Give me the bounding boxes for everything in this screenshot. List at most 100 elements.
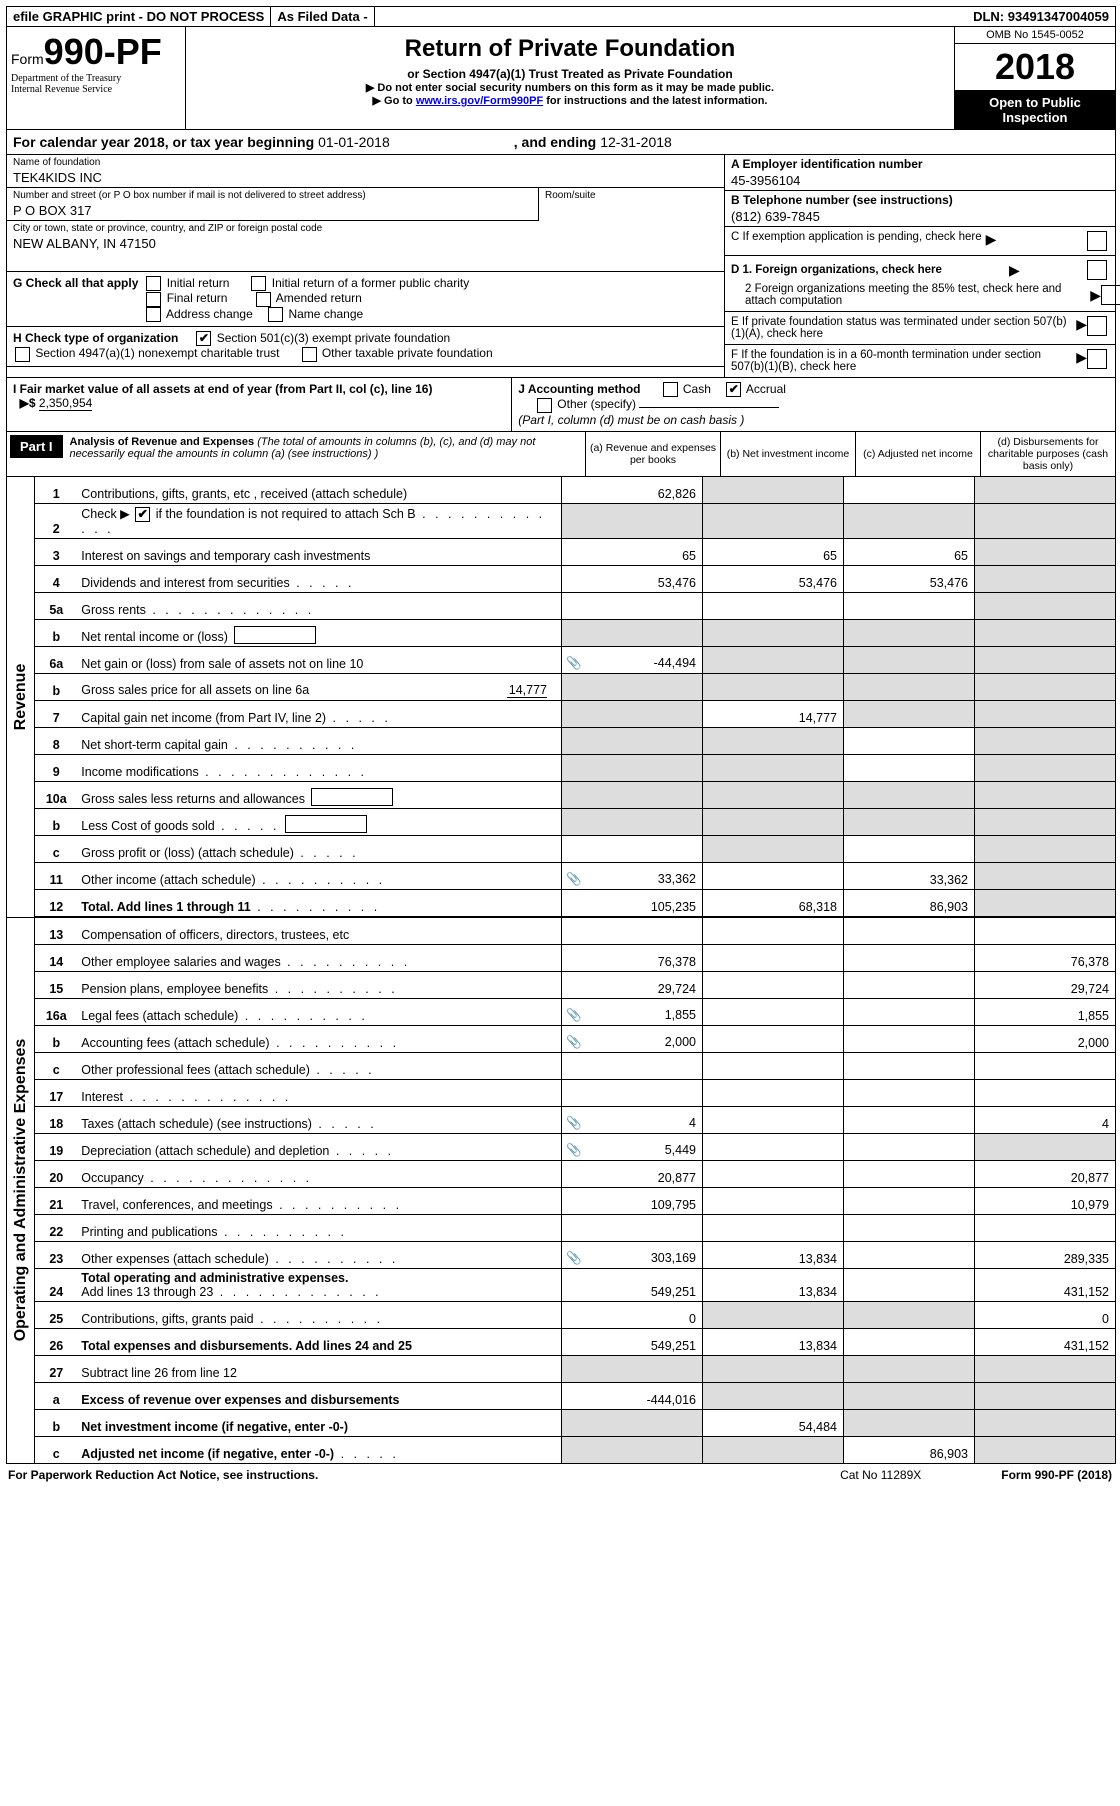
line-16c: cOther professional fees (attach schedul… bbox=[35, 1052, 1115, 1079]
arrow-icon: ▶ bbox=[1009, 262, 1020, 279]
line-10b: bLess Cost of goods sold bbox=[35, 808, 1115, 835]
line-15: 15Pension plans, employee benefits29,724… bbox=[35, 971, 1115, 998]
line-3: 3Interest on savings and temporary cash … bbox=[35, 538, 1115, 565]
chk-accrual[interactable]: ✔ bbox=[726, 382, 741, 397]
chk-85pct[interactable] bbox=[1101, 285, 1120, 305]
arrow-icon: ▶ bbox=[1076, 316, 1087, 333]
revenue-table: 1Contributions, gifts, grants, etc , rec… bbox=[35, 477, 1115, 917]
part1-header: Part I Analysis of Revenue and Expenses … bbox=[7, 432, 1115, 477]
line-5b: bNet rental income or (loss) bbox=[35, 619, 1115, 646]
revenue-label: Revenue bbox=[7, 477, 35, 917]
attachment-icon[interactable]: 📎 bbox=[566, 1116, 582, 1131]
tax-year: 2018 bbox=[955, 44, 1115, 91]
street-cell: Number and street (or P O box number if … bbox=[7, 188, 538, 221]
efile-notice: efile GRAPHIC print - DO NOT PROCESS bbox=[7, 7, 271, 26]
opex-label: Operating and Administrative Expenses bbox=[7, 918, 35, 1463]
chk-final-return[interactable] bbox=[146, 292, 161, 307]
revenue-section: Revenue 1Contributions, gifts, grants, e… bbox=[7, 477, 1115, 917]
room-cell: Room/suite bbox=[538, 188, 724, 221]
line-8: 8Net short-term capital gain bbox=[35, 727, 1115, 754]
chk-amended[interactable] bbox=[256, 292, 271, 307]
attachment-icon[interactable]: 📎 bbox=[566, 872, 582, 887]
arrow-icon: ▶ bbox=[986, 231, 997, 248]
irs-link[interactable]: www.irs.gov/Form990PF bbox=[416, 95, 543, 107]
col-b-header: (b) Net investment income bbox=[720, 432, 855, 476]
line-14: 14Other employee salaries and wages76,37… bbox=[35, 944, 1115, 971]
chk-other-taxable[interactable] bbox=[302, 347, 317, 362]
attachment-icon[interactable]: 📎 bbox=[566, 1251, 582, 1266]
chk-4947a1[interactable] bbox=[15, 347, 30, 362]
attachment-icon[interactable]: 📎 bbox=[566, 1035, 582, 1050]
fmv-assets: 2,350,954 bbox=[39, 396, 92, 411]
col-d-header: (d) Disbursements for charitable purpose… bbox=[980, 432, 1115, 476]
chk-507b1b[interactable] bbox=[1087, 349, 1107, 369]
form-number: Form990-PF bbox=[11, 31, 181, 73]
page-footer: For Paperwork Reduction Act Notice, see … bbox=[6, 1464, 1114, 1486]
chk-507b1a[interactable] bbox=[1087, 316, 1107, 336]
line-7: 7Capital gain net income (from Part IV, … bbox=[35, 700, 1115, 727]
section-e: E If private foundation status was termi… bbox=[725, 312, 1115, 345]
top-bar: efile GRAPHIC print - DO NOT PROCESS As … bbox=[7, 7, 1115, 27]
city-state-zip: NEW ALBANY, IN 47150 bbox=[13, 234, 718, 251]
section-i: I Fair market value of all assets at end… bbox=[7, 378, 512, 431]
calendar-year-row: For calendar year 2018, or tax year begi… bbox=[7, 129, 1115, 155]
line-17: 17Interest bbox=[35, 1079, 1115, 1106]
entity-left: Name of foundation TEK4KIDS INC Number a… bbox=[7, 155, 724, 377]
attachment-icon[interactable]: 📎 bbox=[566, 1008, 582, 1023]
goto-line: ▶ Go to www.irs.gov/Form990PF for instru… bbox=[190, 94, 950, 107]
line-26: 26Total expenses and disbursements. Add … bbox=[35, 1328, 1115, 1355]
line-2: 2Check ▶ ✔ if the foundation is not requ… bbox=[35, 503, 1115, 538]
form-title: Return of Private Foundation bbox=[190, 35, 950, 63]
chk-initial-return[interactable] bbox=[146, 276, 161, 291]
chk-exemption-pending[interactable] bbox=[1087, 231, 1107, 251]
year-begin: 01-01-2018 bbox=[318, 134, 390, 150]
attachment-icon[interactable]: 📎 bbox=[566, 656, 582, 671]
part-label: Part I bbox=[10, 435, 63, 458]
ein-cell: A Employer identification number 45-3956… bbox=[725, 155, 1115, 191]
ein: 45-3956104 bbox=[731, 171, 1109, 188]
paperwork-notice: For Paperwork Reduction Act Notice, see … bbox=[8, 1468, 318, 1482]
form-990pf-page: efile GRAPHIC print - DO NOT PROCESS As … bbox=[6, 6, 1116, 1464]
chk-foreign-org[interactable] bbox=[1087, 260, 1107, 280]
col-c-header: (c) Adjusted net income bbox=[855, 432, 980, 476]
arrow-icon: ▶ bbox=[1076, 349, 1087, 366]
attachment-icon[interactable]: 📎 bbox=[566, 1143, 582, 1158]
line-12: 12Total. Add lines 1 through 11105,23568… bbox=[35, 889, 1115, 916]
line-6b: bGross sales price for all assets on lin… bbox=[35, 673, 1115, 700]
section-h: H Check type of organization ✔ Section 5… bbox=[7, 327, 724, 367]
line-23: 23Other expenses (attach schedule)📎303,1… bbox=[35, 1241, 1115, 1268]
irs-label: Internal Revenue Service bbox=[11, 84, 181, 95]
line-27a: aExcess of revenue over expenses and dis… bbox=[35, 1382, 1115, 1409]
entity-right: A Employer identification number 45-3956… bbox=[724, 155, 1115, 377]
chk-501c3[interactable]: ✔ bbox=[196, 331, 211, 346]
section-f: F If the foundation is in a 60-month ter… bbox=[725, 345, 1115, 377]
line-27c: cAdjusted net income (if negative, enter… bbox=[35, 1436, 1115, 1463]
chk-address-change[interactable] bbox=[146, 307, 161, 322]
line-21: 21Travel, conferences, and meetings109,7… bbox=[35, 1187, 1115, 1214]
chk-cash[interactable] bbox=[663, 382, 678, 397]
year-end: 12-31-2018 bbox=[600, 134, 672, 150]
chk-other-method[interactable] bbox=[537, 398, 552, 413]
chk-name-change[interactable] bbox=[268, 307, 283, 322]
line-20: 20Occupancy20,87720,877 bbox=[35, 1160, 1115, 1187]
header-right: OMB No 1545-0052 2018 Open to Public Ins… bbox=[954, 27, 1115, 129]
telephone: (812) 639-7845 bbox=[731, 207, 1109, 224]
line-10a: 10aGross sales less returns and allowanc… bbox=[35, 781, 1115, 808]
form-ref: Form 990-PF (2018) bbox=[1001, 1468, 1112, 1482]
section-j: J Accounting method Cash ✔ Accrual Other… bbox=[512, 378, 1115, 431]
phone-cell: B Telephone number (see instructions) (8… bbox=[725, 191, 1115, 227]
entity-info-grid: Name of foundation TEK4KIDS INC Number a… bbox=[7, 155, 1115, 378]
foundation-name: TEK4KIDS INC bbox=[13, 168, 718, 185]
opex-table: 13Compensation of officers, directors, t… bbox=[35, 918, 1115, 1463]
line-22: 22Printing and publications bbox=[35, 1214, 1115, 1241]
chk-initial-former[interactable] bbox=[251, 276, 266, 291]
line-9: 9Income modifications bbox=[35, 754, 1115, 781]
line-25: 25Contributions, gifts, grants paid00 bbox=[35, 1301, 1115, 1328]
dln-cell: DLN: 93491347004059 bbox=[967, 7, 1115, 26]
opex-section: Operating and Administrative Expenses 13… bbox=[7, 917, 1115, 1463]
chk-schb[interactable]: ✔ bbox=[135, 507, 150, 522]
line-11: 11Other income (attach schedule)📎33,3623… bbox=[35, 862, 1115, 889]
header-center: Return of Private Foundation or Section … bbox=[186, 27, 954, 129]
line-4: 4Dividends and interest from securities5… bbox=[35, 565, 1115, 592]
line-1: 1Contributions, gifts, grants, etc , rec… bbox=[35, 477, 1115, 504]
